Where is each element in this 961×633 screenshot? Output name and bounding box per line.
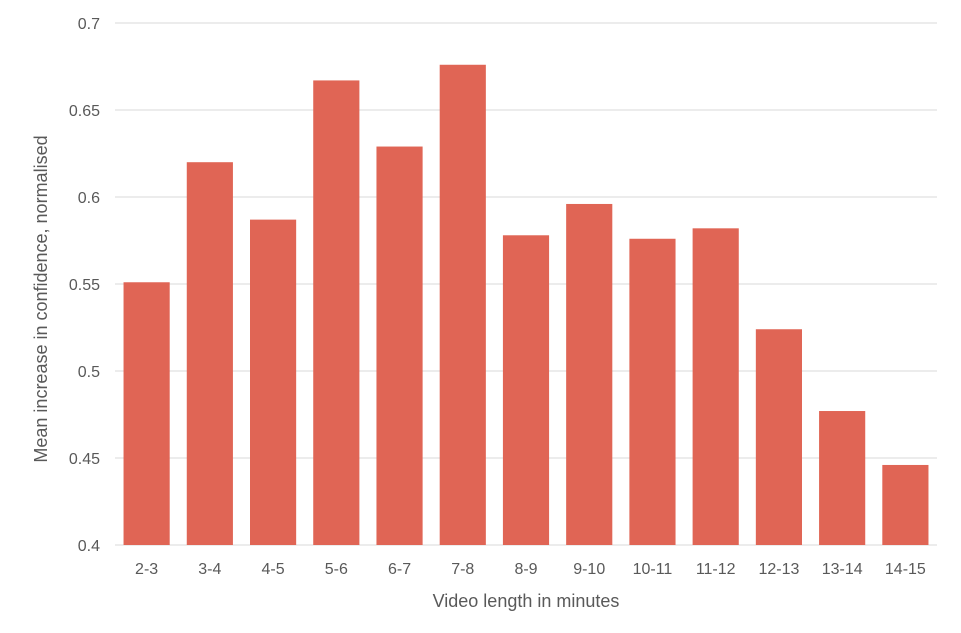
- bars: [123, 64, 929, 546]
- x-tick-label: 14-15: [885, 561, 926, 578]
- bar-3-4: [186, 162, 233, 545]
- y-tick-label: 0.4: [78, 538, 100, 555]
- x-tick-label: 3-4: [198, 561, 221, 578]
- y-axis-title: Mean increase in confidence, normalised: [31, 135, 51, 462]
- x-tick-label: 4-5: [262, 561, 285, 578]
- y-tick-label: 0.65: [69, 103, 100, 120]
- bar-8-9: [502, 235, 550, 545]
- bar-10-11: [629, 238, 676, 545]
- y-tick-label: 0.55: [69, 277, 100, 294]
- bar-7-8: [439, 64, 486, 545]
- x-tick-label: 5-6: [325, 561, 348, 578]
- bar-4-5: [250, 219, 297, 545]
- x-axis-ticks: 2-3 3-4 4-5 5-6 6-7 7-8 8-9 9-10 10-11 11-12 12-13…: [135, 561, 926, 578]
- y-tick-label: 0.7: [78, 16, 100, 33]
- bar-6-7: [376, 146, 423, 546]
- x-axis-title: Video length in minutes: [433, 591, 620, 611]
- bar-11-12: [692, 228, 739, 545]
- bar-5-6: [313, 80, 360, 546]
- bar-2-3: [123, 282, 170, 545]
- x-tick-label: 6-7: [388, 561, 411, 578]
- x-tick-label: 10-11: [633, 561, 673, 578]
- bar-9-10: [566, 203, 613, 545]
- x-tick-label: 2-3: [135, 561, 158, 578]
- y-tick-label: 0.45: [69, 451, 100, 468]
- x-tick-label: 13-14: [822, 561, 863, 578]
- y-tick-label: 0.5: [78, 364, 100, 381]
- x-tick-label: 7-8: [451, 561, 474, 578]
- y-axis-ticks: 0.4 0.45 0.5 0.55 0.6 0.65 0.7: [69, 16, 100, 555]
- bar-12-13: [755, 329, 802, 545]
- x-tick-label: 8-9: [514, 561, 537, 578]
- bar-14-15: [882, 464, 929, 545]
- bar-13-14: [819, 411, 866, 545]
- y-tick-label: 0.6: [78, 190, 100, 207]
- x-tick-label: 11-12: [696, 561, 736, 578]
- x-tick-label: 12-13: [758, 561, 799, 578]
- x-tick-label: 9-10: [573, 561, 605, 578]
